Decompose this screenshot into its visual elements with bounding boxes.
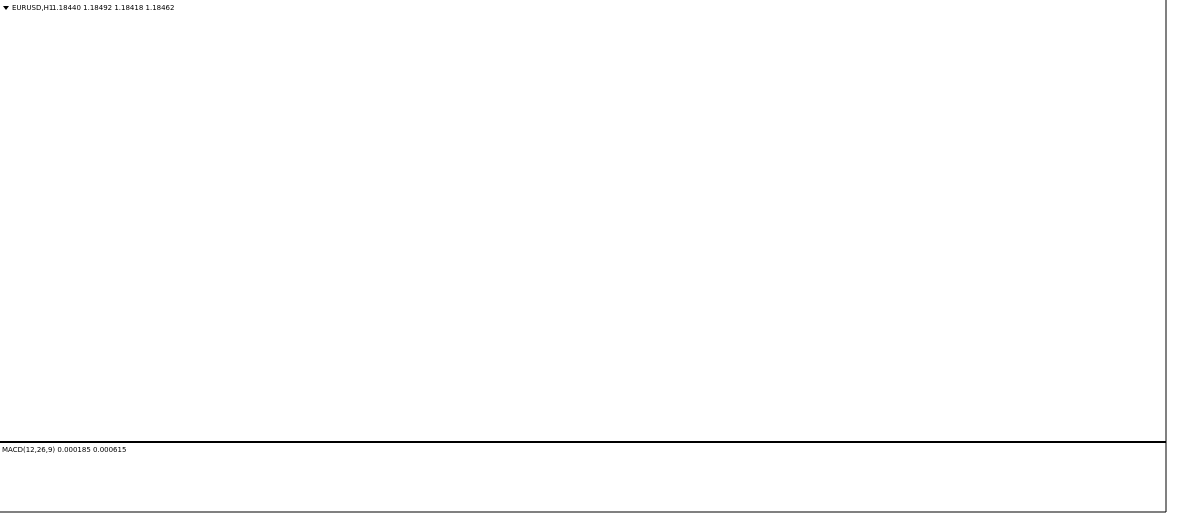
ohlc-text: 1.18440 1.18492 1.18418 1.18462 [52,4,174,12]
macd-title: MACD(12,26,9) 0.000185 0.000615 [2,446,126,454]
symbol-label: EURUSD,H1 [12,4,53,12]
menu-arrow[interactable] [3,6,9,10]
